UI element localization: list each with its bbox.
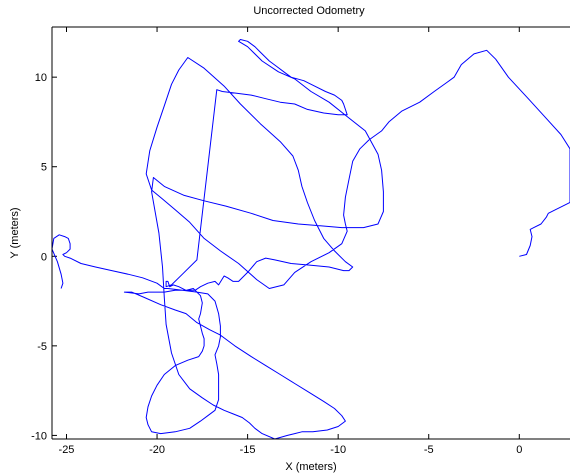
axis-ticks: -25 -20 -15 -10 -5 0 -10 -5 0 5 10 [31,27,522,456]
y-axis-label: Y (meters) [9,207,21,258]
y-tick-label: -5 [37,341,47,353]
x-tick-label: -10 [330,444,346,456]
chart-title: Uncorrected Odometry [253,5,365,17]
y-tick-label: 0 [41,251,47,263]
y-tick-label: 5 [41,162,47,174]
x-tick-label: -25 [59,444,75,456]
x-tick-label: -5 [424,444,434,456]
x-axis-label: X (meters) [285,461,336,473]
x-tick-label: -20 [149,444,165,456]
odometry-trajectory-line [52,39,570,439]
x-tick-label: -15 [240,444,256,456]
axes-frame [52,27,570,439]
y-tick-label: 10 [35,72,47,84]
y-tick-label: -10 [31,430,47,442]
x-tick-label: 0 [516,444,522,456]
plot-area: -25 -20 -15 -10 -5 0 -10 -5 0 5 10 [31,26,570,456]
